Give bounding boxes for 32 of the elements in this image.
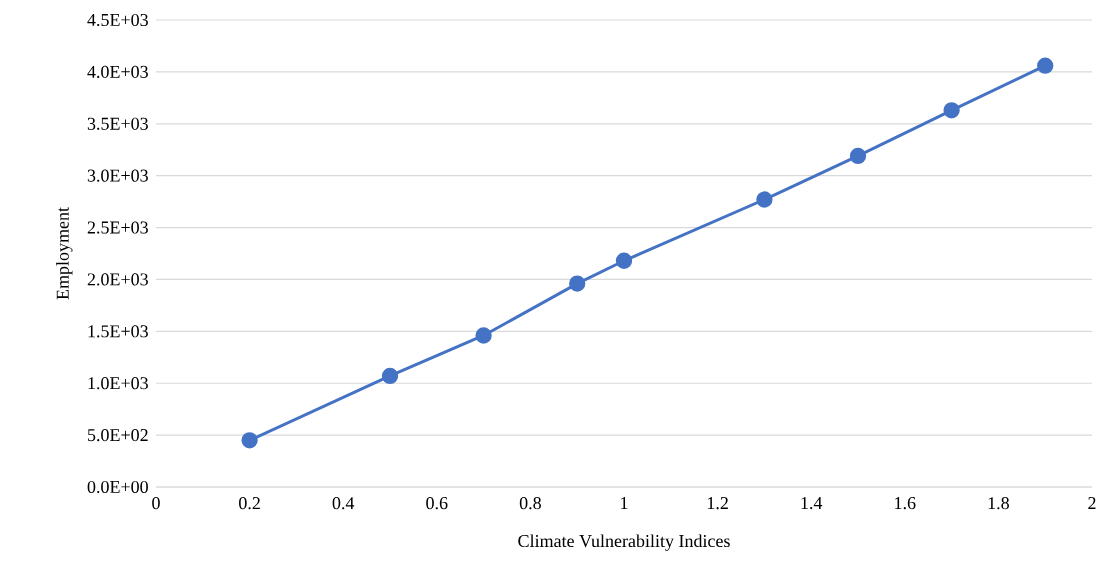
point <box>475 327 492 344</box>
y-tick-label: 5.0E+02 <box>88 428 148 442</box>
x-tick-label: 1.8 <box>988 497 1009 510</box>
y-axis-title: Employment <box>56 207 73 300</box>
x-tick-label: 0.6 <box>426 497 448 510</box>
point <box>756 191 773 208</box>
point <box>943 102 960 119</box>
y-tick-label: 1.5E+03 <box>88 325 148 338</box>
point <box>381 367 399 385</box>
point <box>569 275 586 292</box>
x-tick-label: 2 <box>1088 497 1096 509</box>
x-tick-label: 0 <box>152 497 160 510</box>
x-tick-label: 0.4 <box>332 497 355 510</box>
y-tick-label: 4.5E+03 <box>87 13 148 27</box>
y-tick-label: 3.0E+03 <box>87 169 148 182</box>
point <box>849 147 867 165</box>
point <box>615 252 633 269</box>
x-tick-label: 1 <box>621 497 628 509</box>
x-tick-label: 1.2 <box>707 497 728 510</box>
y-tick-label: 3.5E+03 <box>87 117 148 130</box>
y-tick-label: 1.0E+03 <box>88 377 148 390</box>
y-tick-label: 4.0E+03 <box>87 65 148 78</box>
point <box>1037 57 1054 74</box>
y-tick-label: 2.0E+03 <box>87 273 148 286</box>
x-axis-title: Climate Vulnerability Indices <box>518 534 730 551</box>
x-tick-label: 1.6 <box>895 497 916 510</box>
y-tick-label: 2.5E+03 <box>87 221 148 234</box>
y-tick-label: 0.0E+00 <box>87 480 148 494</box>
x-tick-label: 1.4 <box>801 497 823 510</box>
x-tick-label: 0.8 <box>519 497 541 510</box>
x-tick-label: 0.2 <box>239 497 260 510</box>
point <box>241 432 258 449</box>
